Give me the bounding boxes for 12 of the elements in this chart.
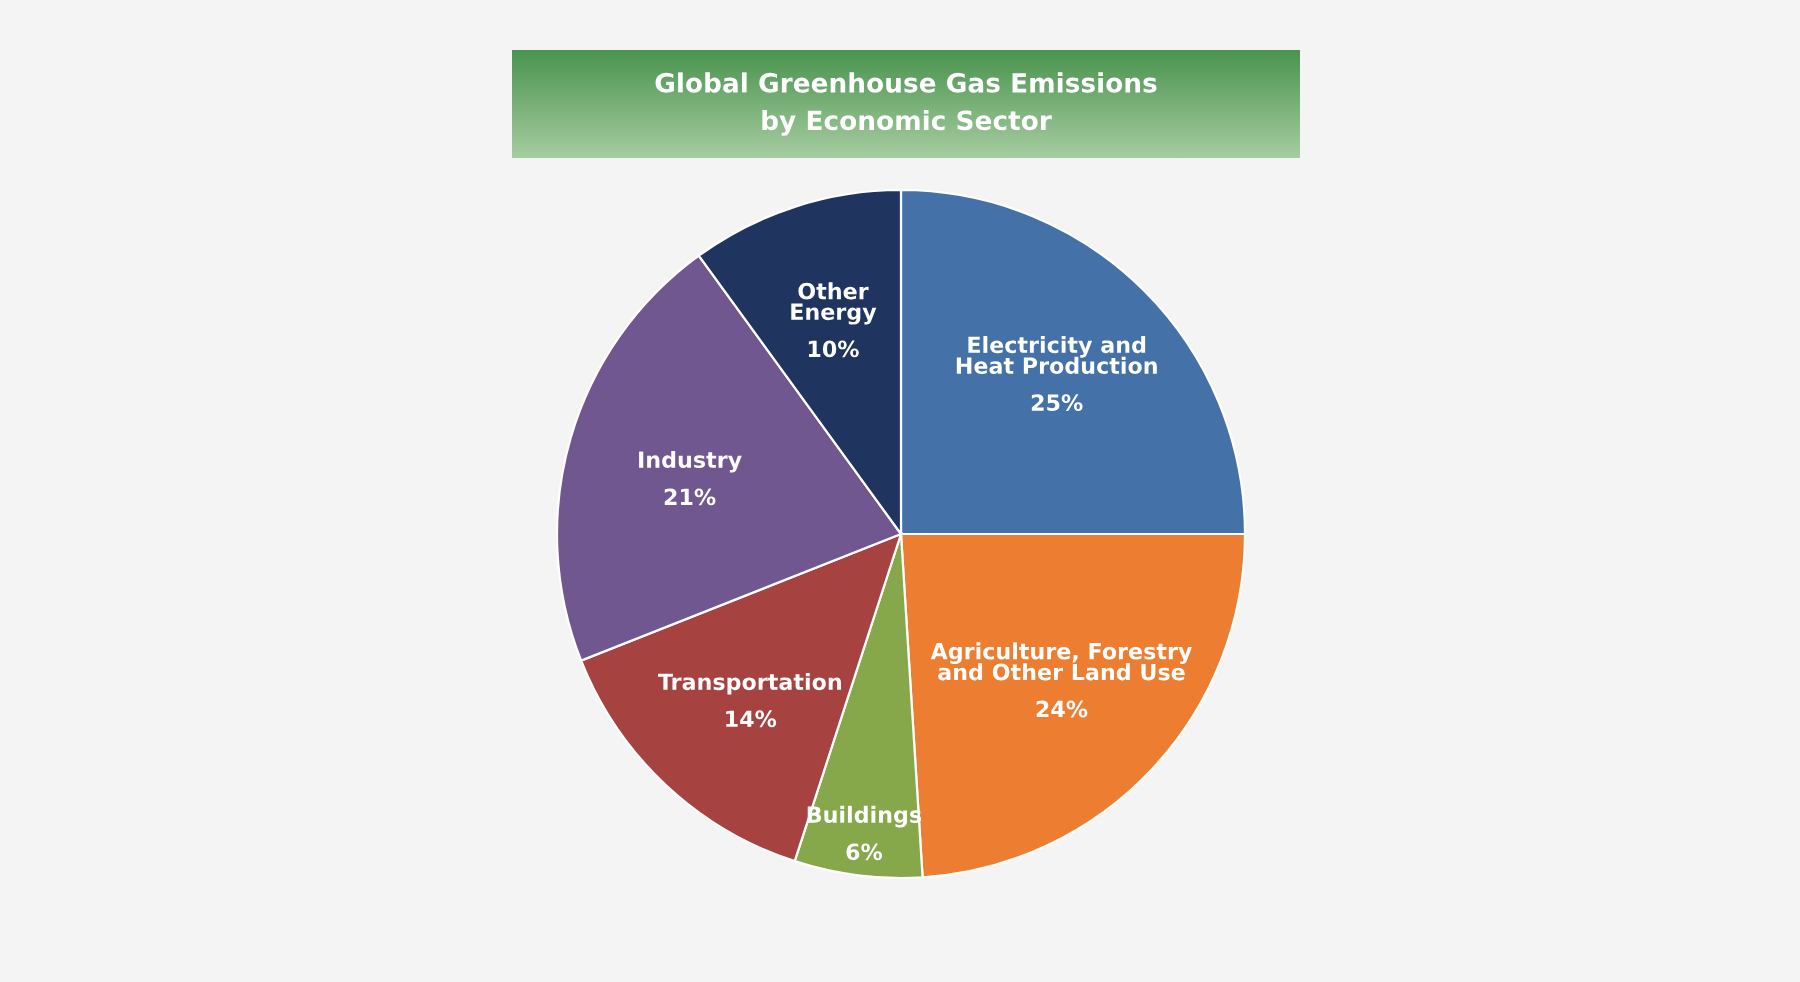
data-label: 6% <box>846 843 883 861</box>
slice-label: Transportation <box>658 672 841 695</box>
slice-label: Industry <box>639 450 742 473</box>
slice-label: Other Energy <box>791 282 877 325</box>
slice-label: Electricity and Heat Production <box>956 335 1157 375</box>
chart-title: Global Greenhouse Gas Emissions by Economic Sector <box>655 72 1157 136</box>
data-label: 14% <box>726 710 777 728</box>
data-label: 21% <box>664 488 716 506</box>
data-label: 24% <box>1036 700 1088 718</box>
data-label: 10% <box>808 340 859 358</box>
slice-label: Agriculture, Forestry and Other Land Use <box>930 642 1192 681</box>
data-label: 25% <box>1031 394 1083 411</box>
